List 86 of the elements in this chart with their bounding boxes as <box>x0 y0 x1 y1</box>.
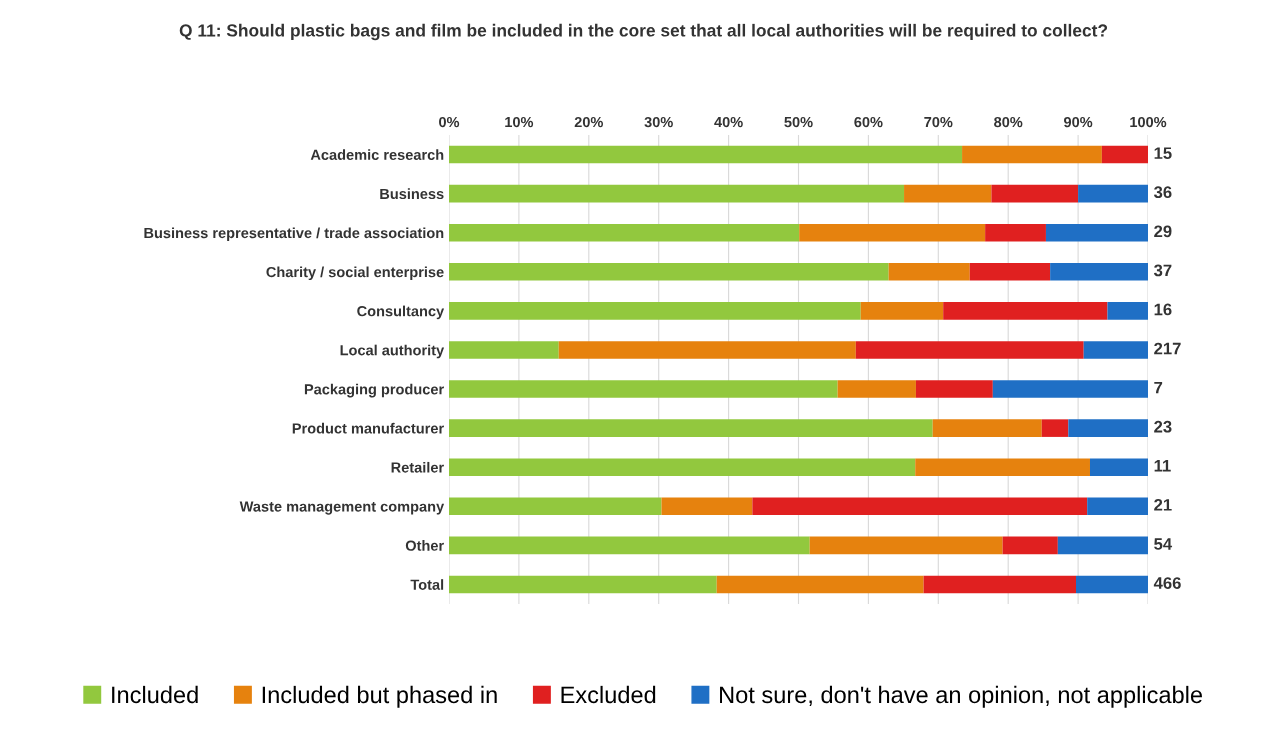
bar <box>1068 419 1148 437</box>
bar <box>943 302 1108 320</box>
x-tick-label: 70% <box>924 116 953 128</box>
text: 466 <box>1153 577 1181 589</box>
bar <box>991 184 1079 203</box>
text: 15 <box>1154 147 1172 160</box>
bar <box>449 184 905 203</box>
bar <box>888 263 970 281</box>
bar <box>449 575 717 594</box>
bar <box>1089 458 1148 476</box>
bar <box>1087 497 1148 516</box>
bar <box>449 302 861 320</box>
bar <box>904 184 992 203</box>
bar <box>962 145 1102 164</box>
legend-label: Excluded <box>561 685 656 704</box>
y-tick-label: Business <box>380 188 444 200</box>
bar <box>923 575 1076 594</box>
bar <box>915 380 993 398</box>
x-tick-label: 40% <box>714 116 743 128</box>
bar <box>1041 419 1069 437</box>
bar <box>1050 263 1148 281</box>
bar <box>915 458 1090 476</box>
text: 23 <box>1154 420 1172 433</box>
text: 29 <box>1154 225 1172 238</box>
bar <box>809 536 1003 555</box>
bar <box>932 419 1042 437</box>
bar <box>1101 145 1148 164</box>
x-tick-label: 20% <box>574 116 604 128</box>
y-tick-label: Local authority <box>340 344 445 359</box>
y-tick-label: Business representative / trade association <box>144 227 444 242</box>
x-tick-label: 90% <box>1064 116 1093 128</box>
bar <box>661 497 753 516</box>
x-tick-label: 80% <box>994 116 1023 128</box>
bar <box>449 380 838 398</box>
x-tick-label: 50% <box>784 116 813 128</box>
chart-title: Q 11: Should plastic bags and film be included in the core set that all local authorities will be required to collect? <box>179 23 1108 41</box>
bar <box>837 380 916 398</box>
y-tick-label: Charity / social enterprise <box>266 266 444 281</box>
bar <box>1078 184 1148 203</box>
legend-label: Included but phased in <box>262 685 497 708</box>
bar <box>558 341 856 359</box>
y-tick-label: Waste management company <box>239 501 445 515</box>
x-tick-label: 10% <box>505 116 534 128</box>
bar <box>1083 341 1148 359</box>
bar <box>992 380 1148 398</box>
x-tick-label: 100% <box>1130 116 1167 128</box>
text: 21 <box>1154 498 1172 511</box>
bar <box>752 497 1088 516</box>
bar <box>449 263 889 281</box>
y-tick-label: Total <box>410 579 444 590</box>
bar <box>449 497 662 516</box>
text: 7 <box>1154 381 1163 394</box>
bar <box>969 263 1051 281</box>
bar <box>985 223 1046 242</box>
legend-label: Not sure, don't have an opinion, not applicable <box>720 685 1202 708</box>
x-tick-label: 60% <box>854 116 883 128</box>
x-tick-label: 0% <box>439 116 460 128</box>
text: 37 <box>1153 264 1172 277</box>
text: 54 <box>1154 538 1173 550</box>
bar <box>1076 575 1148 594</box>
bar <box>1107 302 1148 320</box>
x-tick-label: 30% <box>644 116 673 128</box>
bar <box>1045 223 1148 242</box>
text: 16 <box>1154 303 1172 316</box>
bar <box>716 575 924 594</box>
y-tick-label: Retailer <box>391 461 444 473</box>
bar <box>855 341 1084 359</box>
bar <box>449 536 810 555</box>
y-tick-label: Consultancy <box>357 305 445 320</box>
bar <box>1057 536 1148 555</box>
text: 217 <box>1154 342 1181 355</box>
bar <box>1002 536 1058 555</box>
bar <box>449 458 916 476</box>
y-tick-label: Other <box>405 540 444 551</box>
bar <box>449 341 559 359</box>
bar <box>799 223 986 242</box>
y-tick-label: Academic research <box>310 149 444 160</box>
text: 36 <box>1153 186 1172 199</box>
y-tick-label: Product manufacturer <box>292 422 444 434</box>
bar <box>449 419 933 437</box>
y-tick-label: Packaging producer <box>304 383 444 398</box>
legend-label: Included <box>112 685 198 704</box>
text: 11 <box>1154 460 1171 472</box>
bar <box>449 145 963 164</box>
bar <box>449 223 800 242</box>
bar <box>860 302 944 320</box>
